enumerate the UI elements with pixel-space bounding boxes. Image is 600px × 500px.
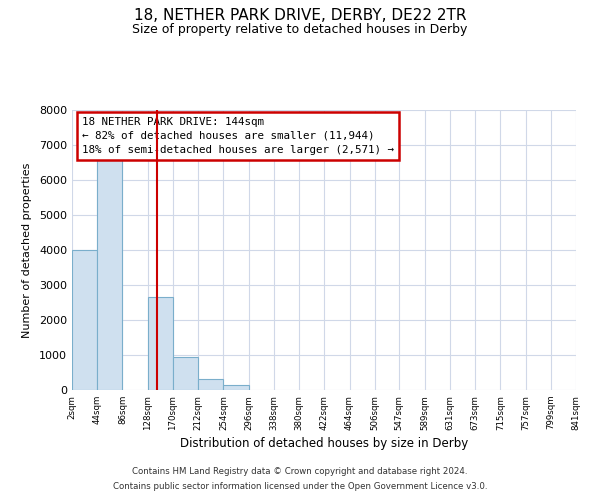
Text: Size of property relative to detached houses in Derby: Size of property relative to detached ho… [133, 22, 467, 36]
Bar [173, 357, 198, 390]
X-axis label: Distribution of detached houses by size in Derby: Distribution of detached houses by size … [180, 436, 468, 450]
Text: Contains HM Land Registry data © Crown copyright and database right 2024.: Contains HM Land Registry data © Crown c… [132, 467, 468, 476]
Text: 18, NETHER PARK DRIVE, DERBY, DE22 2TR: 18, NETHER PARK DRIVE, DERBY, DE22 2TR [134, 8, 466, 22]
Bar [223, 386, 248, 390]
Text: 18 NETHER PARK DRIVE: 144sqm
← 82% of detached houses are smaller (11,944)
18% o: 18 NETHER PARK DRIVE: 144sqm ← 82% of de… [82, 117, 394, 155]
Bar [198, 379, 223, 390]
Bar [148, 297, 173, 390]
Bar [97, 159, 122, 390]
Y-axis label: Number of detached properties: Number of detached properties [22, 162, 32, 338]
Bar [72, 250, 97, 390]
Text: Contains public sector information licensed under the Open Government Licence v3: Contains public sector information licen… [113, 482, 487, 491]
